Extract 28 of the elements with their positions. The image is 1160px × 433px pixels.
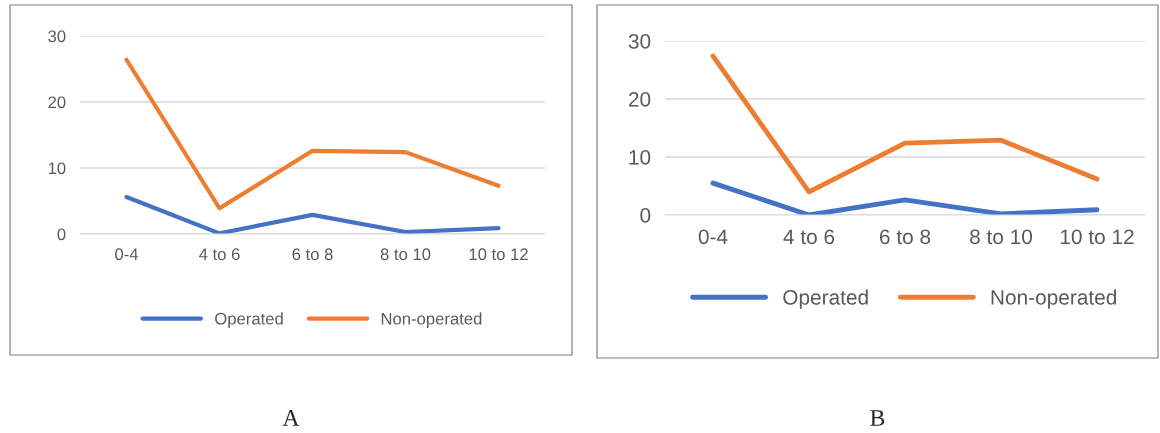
y-tick-label: 20: [48, 96, 66, 109]
line-series: [710, 53, 1100, 195]
y-tick-label: 30: [48, 30, 66, 43]
legend-label: Non-operated: [991, 289, 1116, 309]
x-tick-label: 8 to 10: [380, 248, 431, 261]
y-tick-label: 0: [57, 228, 66, 241]
x-tick-label: 10 to 12: [469, 248, 528, 261]
x-tick-label: 0-4: [115, 248, 139, 261]
line-series: [124, 57, 501, 211]
x-tick-label: 6 to 8: [292, 248, 333, 261]
line-series: [124, 194, 501, 234]
y-tick-label: 10: [629, 150, 651, 165]
y-tick-label: 10: [48, 162, 66, 175]
x-tick-label: 4 to 6: [783, 229, 835, 245]
x-tick-label: 10 to 12: [1060, 229, 1134, 245]
y-tick-label: 20: [628, 92, 651, 107]
x-tick-label: 6 to 8: [880, 229, 931, 245]
x-tick-label: 4 to 6: [199, 248, 240, 261]
text: A: [282, 410, 300, 426]
legend-label: Non-operated: [381, 312, 482, 328]
y-tick-label: 30: [628, 34, 651, 49]
legend-label: Operated: [215, 312, 283, 328]
legend-label: Operated: [783, 289, 868, 309]
text: B: [870, 410, 885, 426]
line-series: [710, 180, 1100, 215]
x-tick-label: 8 to 10: [970, 229, 1033, 245]
y-tick-label: 0: [640, 208, 651, 223]
x-tick-label: 0-4: [698, 229, 728, 245]
